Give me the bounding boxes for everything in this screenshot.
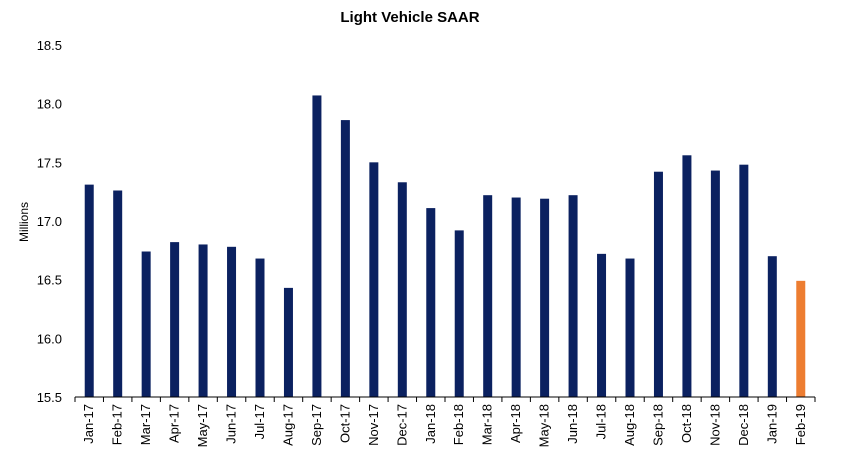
x-tick-label: Dec-18 bbox=[736, 404, 751, 446]
bar-jan-17 bbox=[84, 184, 94, 397]
bar-sep-17 bbox=[312, 95, 322, 397]
y-tick-label: 17.5 bbox=[37, 155, 62, 170]
x-axis-ticks: Jan-17 Feb-17 Mar-17 Apr-17 May-17 Jun-17 Jul-… bbox=[74, 397, 816, 447]
x-tick-label: Mar-17 bbox=[138, 404, 153, 445]
x-tick-label: Jul-17 bbox=[252, 404, 267, 439]
bar-oct-17 bbox=[340, 120, 350, 398]
x-tick-label: Jan-17 bbox=[81, 404, 96, 444]
y-tick-label: 17.0 bbox=[37, 214, 62, 229]
bars bbox=[84, 95, 806, 398]
x-tick-label: Jan-18 bbox=[423, 404, 438, 444]
x-tick-label: Feb-18 bbox=[451, 404, 466, 445]
x-tick-label: Jul-18 bbox=[594, 404, 609, 439]
bar-jul-17 bbox=[255, 258, 265, 397]
bar-apr-18 bbox=[511, 197, 521, 397]
bar-nov-17 bbox=[369, 162, 379, 397]
chart-title: Light Vehicle SAAR bbox=[340, 9, 479, 26]
bar-may-17 bbox=[198, 244, 208, 397]
bar-nov-18 bbox=[710, 170, 720, 397]
x-tick-label: Jan-19 bbox=[764, 404, 779, 444]
bar-jun-17 bbox=[227, 246, 237, 397]
bar-jan-19 bbox=[767, 256, 777, 397]
x-tick-label: Sep-17 bbox=[309, 404, 324, 446]
x-tick-label: Apr-17 bbox=[167, 404, 182, 443]
x-tick-label: Oct-17 bbox=[337, 404, 352, 443]
bar-mar-17 bbox=[141, 251, 151, 397]
bar-apr-17 bbox=[170, 242, 180, 397]
x-tick-label: Sep-18 bbox=[650, 404, 665, 446]
bar-may-18 bbox=[540, 198, 550, 397]
bar-oct-18 bbox=[682, 155, 692, 397]
x-tick-label: Nov-18 bbox=[707, 404, 722, 446]
bar-mar-18 bbox=[483, 195, 493, 397]
y-tick-label: 16.0 bbox=[37, 331, 62, 346]
x-tick-label: Aug-17 bbox=[280, 404, 295, 446]
bar-jun-18 bbox=[568, 195, 578, 397]
bar-jul-18 bbox=[597, 253, 607, 397]
x-tick-label: May-18 bbox=[537, 404, 552, 447]
y-tick-label: 18.0 bbox=[37, 97, 62, 112]
x-tick-label: Apr-18 bbox=[508, 404, 523, 443]
x-tick-label: Jun-17 bbox=[224, 404, 239, 444]
bar-feb-17 bbox=[113, 190, 123, 397]
x-tick-label: Oct-18 bbox=[679, 404, 694, 443]
x-tick-label: Dec-17 bbox=[394, 404, 409, 446]
x-tick-label: Jun-18 bbox=[565, 404, 580, 444]
x-tick-label: Feb-17 bbox=[110, 404, 125, 445]
y-tick-label: 18.5 bbox=[37, 38, 62, 53]
bar-feb-19 bbox=[796, 280, 806, 397]
bar-aug-18 bbox=[625, 258, 635, 397]
bar-feb-18 bbox=[454, 230, 464, 397]
bar-dec-17 bbox=[397, 182, 407, 397]
bar-sep-18 bbox=[653, 171, 663, 397]
y-axis-ticks: 15.5 16.0 16.5 17.0 17.5 18.0 18.5 bbox=[37, 38, 62, 405]
x-tick-label: Aug-18 bbox=[622, 404, 637, 446]
y-tick-label: 16.5 bbox=[37, 273, 62, 288]
x-tick-label: Mar-18 bbox=[480, 404, 495, 445]
bar-dec-18 bbox=[739, 164, 749, 397]
y-axis-title: Millions bbox=[17, 202, 31, 242]
x-tick-label: Feb-19 bbox=[793, 404, 808, 445]
y-tick-label: 15.5 bbox=[37, 390, 62, 405]
bar-jan-18 bbox=[426, 208, 436, 397]
x-tick-label: Nov-17 bbox=[366, 404, 381, 446]
x-tick-label: May-17 bbox=[195, 404, 210, 447]
bar-aug-17 bbox=[283, 287, 293, 397]
